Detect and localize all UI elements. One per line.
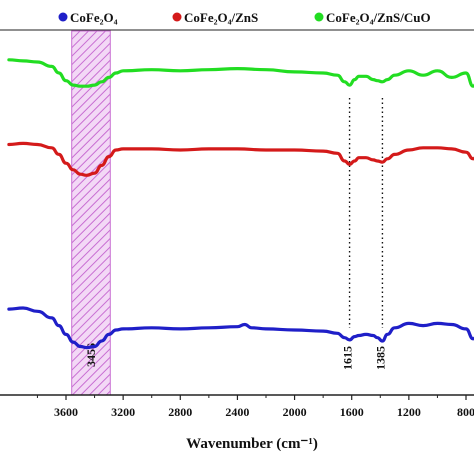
legend-label-cofe2o4: CoFe₂O₄ (70, 10, 118, 25)
x-axis-ticks: 3600 3200 2800 2400 2000 1600 1200 800 (36, 395, 474, 419)
x-axis-title: Wavenumber (cm⁻¹) (186, 436, 318, 452)
legend-marker-cofe2o4-zns-cuo (314, 12, 324, 22)
highlight-band-0 (71, 30, 111, 396)
x-tick-label-3600: 3600 (54, 405, 78, 419)
legend-marker-cofe2o4 (58, 12, 68, 22)
series-line-2 (7, 58, 474, 88)
x-tick-label-2800: 2800 (168, 405, 192, 419)
vline-label-1615: 1615 (341, 346, 355, 370)
legend-marker-cofe2o4-zns (172, 12, 182, 22)
x-tick-label-1600: 1600 (340, 405, 364, 419)
x-tick-label-1200: 1200 (397, 405, 421, 419)
highlight-bands: 3456 (71, 30, 111, 396)
legend: CoFe₂O₄ CoFe₂O₄/ZnS CoFe₂O₄/ZnS/CuO (58, 10, 431, 25)
legend-label-cofe2o4-zns: CoFe₂O₄/ZnS (184, 10, 258, 25)
reference-lines: 1615 1385 (341, 98, 387, 370)
legend-label-cofe2o4-zns-cuo: CoFe₂O₄/ZnS/CuO (326, 10, 431, 25)
vline-label-1385: 1385 (373, 346, 387, 370)
x-tick-label-800: 800 (457, 405, 474, 419)
series-line-0 (7, 306, 474, 350)
series-line-1 (7, 141, 474, 177)
spectra-series (7, 58, 474, 350)
x-tick-label-2000: 2000 (283, 405, 307, 419)
x-tick-label-3200: 3200 (111, 405, 135, 419)
x-tick-label-2400: 2400 (225, 405, 249, 419)
